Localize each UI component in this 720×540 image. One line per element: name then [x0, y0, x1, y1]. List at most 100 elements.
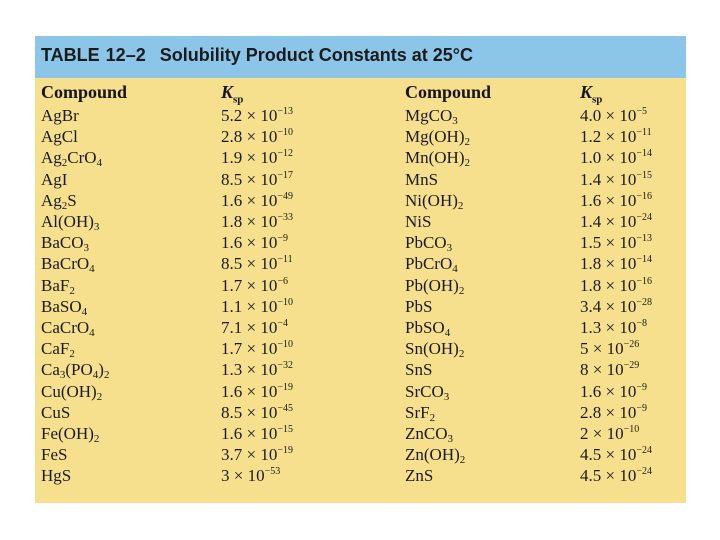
- ksp-value: 5 × 10−26: [580, 339, 639, 359]
- ksp-value: 1.6 × 10−19: [221, 382, 293, 402]
- ksp-value: 3.7 × 10−19: [221, 445, 293, 465]
- compound-formula: BaCrO4: [41, 254, 95, 275]
- ksp-exponent: −9: [636, 381, 647, 393]
- ksp-exponent: −17: [277, 169, 293, 181]
- ksp-value: 2.8 × 10−10: [221, 127, 293, 147]
- compound-formula: SnS: [405, 360, 432, 380]
- ksp-coefficient: 2: [580, 424, 589, 443]
- ksp-exponent: −10: [277, 127, 293, 139]
- compound-formula: PbS: [405, 297, 432, 317]
- times-sign: × 10: [601, 466, 637, 486]
- compound-formula: Mg(OH)2: [405, 127, 471, 149]
- formula-part: Ni(OH): [405, 190, 458, 210]
- ksp-coefficient: 8.5: [221, 169, 243, 189]
- times-sign: × 10: [229, 466, 265, 486]
- formula-part: Al(OH): [41, 212, 94, 231]
- compound-formula: Mn(OH)2: [405, 148, 471, 170]
- ksp-coefficient: 8.5: [221, 402, 243, 422]
- formula-part: Mg(OH): [405, 127, 465, 147]
- formula-part: PbCrO: [405, 254, 453, 274]
- formula-subscript: 3: [443, 390, 450, 403]
- formula-subscript: 3: [446, 242, 453, 255]
- formula-part: AgI: [41, 169, 68, 189]
- ksp-exponent: −28: [636, 296, 652, 308]
- times-sign: × 10: [601, 169, 637, 189]
- table-title-bar: TABLE 12–2 Solubility Product Constants at…: [35, 36, 686, 78]
- ksp-coefficient: 1.7: [221, 275, 243, 295]
- ksp-value: 1.6 × 10−49: [221, 191, 293, 211]
- formula-subscript: 2: [458, 284, 465, 297]
- ksp-value: 1.4 × 10−15: [580, 170, 652, 190]
- table-title: TABLE 12–2 Solubility Product Constants at…: [41, 45, 473, 66]
- compound-formula: FeS: [41, 445, 67, 465]
- compound-formula: BaF2: [41, 276, 75, 297]
- ksp-coefficient: 3: [221, 466, 230, 486]
- compound-formula: Zn(OH)2: [405, 445, 465, 466]
- ksp-coefficient: 1.8: [580, 254, 602, 274]
- formula-part: Ag: [41, 148, 62, 168]
- formula-part: AgBr: [41, 106, 79, 125]
- compound-formula: HgS: [41, 466, 71, 486]
- ksp-exponent: −32: [277, 360, 293, 372]
- ksp-value: 4.5 × 10−24: [580, 445, 652, 465]
- ksp-coefficient: 1.4: [580, 212, 602, 231]
- formula-subscript: 3: [452, 115, 458, 127]
- ksp-exponent: −8: [636, 318, 647, 329]
- compound-formula: AgBr: [41, 106, 79, 126]
- compound-formula: Cu(OH)2: [41, 381, 102, 403]
- ksp-exponent: −24: [636, 445, 652, 457]
- times-sign: × 10: [588, 424, 624, 443]
- compound-formula: ZnS: [405, 466, 433, 486]
- compound-formula: CuS: [41, 403, 70, 423]
- ksp-exponent: −9: [277, 233, 288, 245]
- ksp-coefficient: 1.2: [580, 127, 602, 147]
- formula-part: Mn(OH): [405, 148, 465, 168]
- ksp-header-sub: sp: [592, 93, 603, 106]
- formula-subscript: 2: [93, 433, 100, 445]
- compound-formula: CaF2: [41, 339, 75, 361]
- formula-subscript: 2: [61, 199, 68, 212]
- formula-part: CuS: [41, 402, 71, 422]
- formula-part: Fe(OH): [41, 424, 94, 443]
- ksp-value: 1.0 × 10−14: [580, 148, 652, 168]
- ksp-exponent: −5: [636, 106, 647, 117]
- compound-formula: Ni(OH)2: [405, 190, 464, 212]
- ksp-exponent: −9: [636, 402, 647, 414]
- ksp-value: 1.8 × 10−16: [580, 276, 652, 296]
- ksp-exponent: −19: [277, 445, 293, 457]
- right-compound-header: Compound: [405, 82, 492, 102]
- formula-subscript: 2: [464, 157, 471, 170]
- ksp-exponent: −24: [636, 466, 652, 478]
- times-sign: × 10: [242, 254, 278, 274]
- times-sign: × 10: [242, 275, 278, 295]
- times-sign: × 10: [242, 381, 278, 401]
- times-sign: × 10: [601, 148, 637, 168]
- times-sign: × 10: [242, 106, 278, 125]
- formula-part: Cu(OH): [41, 381, 97, 401]
- formula-subscript: 2: [69, 284, 75, 297]
- formula-part: PbS: [405, 296, 433, 316]
- ksp-coefficient: 1.6: [221, 233, 243, 253]
- formula-part: AgCl: [41, 127, 78, 147]
- formula-subscript: 4: [89, 327, 95, 339]
- formula-part: CrO: [67, 148, 97, 168]
- times-sign: × 10: [601, 106, 637, 125]
- formula-subscript: 2: [464, 136, 471, 149]
- ksp-value: 3.4 × 10−28: [580, 297, 652, 317]
- ksp-value: 4.0 × 10−5: [580, 106, 647, 126]
- times-sign: × 10: [242, 127, 278, 147]
- formula-subscript: 3: [447, 433, 454, 445]
- compound-formula: Ag2S: [41, 191, 77, 212]
- ksp-value: 1.6 × 10−15: [221, 424, 293, 444]
- formula-subscript: 2: [61, 157, 68, 170]
- formula-part: FeS: [41, 445, 68, 465]
- ksp-value: 4.5 × 10−24: [580, 466, 652, 486]
- formula-subscript: 2: [457, 199, 464, 212]
- formula-subscript: 2: [69, 348, 75, 361]
- compound-formula: Sn(OH)2: [405, 339, 464, 360]
- compound-formula: PbCrO4: [405, 254, 458, 275]
- ksp-value: 2.8 × 10−9: [580, 403, 647, 423]
- ksp-value: 1.8 × 10−33: [221, 212, 293, 232]
- ksp-value: 1.1 × 10−10: [221, 297, 293, 317]
- right-ksp-header: Ksp: [580, 82, 602, 106]
